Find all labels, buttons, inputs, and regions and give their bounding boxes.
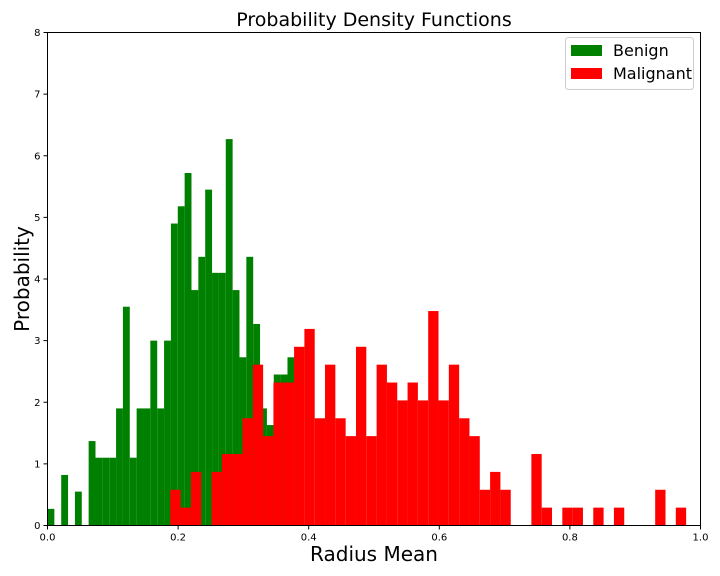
malignant-bar xyxy=(232,454,243,526)
malignant-bar xyxy=(428,311,439,526)
malignant-bar xyxy=(221,454,233,526)
plot-area-bars xyxy=(47,139,687,526)
y-tick-label: 3 xyxy=(34,336,40,347)
benign-bar xyxy=(246,256,254,526)
malignant-bar xyxy=(572,507,583,526)
x-tick-label: 0.4 xyxy=(301,533,317,544)
x-tick-label: 1.0 xyxy=(693,533,709,544)
benign-bar xyxy=(61,474,69,526)
malignant-bar xyxy=(438,400,449,526)
malignant-bar xyxy=(325,364,336,526)
benign-bar xyxy=(143,408,151,526)
x-tick-label: 0.6 xyxy=(431,533,447,544)
x-tick-label: 0.8 xyxy=(562,533,578,544)
benign-bar xyxy=(150,340,158,526)
benign-bar xyxy=(95,457,103,526)
malignant-bar xyxy=(345,436,356,526)
malignant-bar xyxy=(170,489,181,526)
chart-title: Probability Density Functions xyxy=(236,9,511,31)
legend-swatch-benign xyxy=(571,45,602,56)
malignant-bar xyxy=(314,418,326,526)
legend-label-malignant: Malignant xyxy=(613,64,692,83)
benign-bar xyxy=(136,408,144,526)
malignant-bar xyxy=(190,471,202,526)
malignant-bar xyxy=(500,489,511,526)
benign-bar xyxy=(122,306,130,526)
malignant-bar xyxy=(263,436,274,526)
benign-bar xyxy=(218,272,226,526)
malignant-bar xyxy=(490,471,501,526)
malignant-bar xyxy=(180,507,191,526)
malignant-bar xyxy=(479,489,491,526)
x-axis-ticks: 0.0 0.2 0.4 0.6 0.8 1.0 xyxy=(40,525,709,544)
benign-bar xyxy=(157,408,165,526)
malignant-bar xyxy=(593,507,604,526)
y-tick-label: 1 xyxy=(34,459,40,470)
malignant-bar xyxy=(355,346,367,526)
malignant-bar xyxy=(407,382,418,526)
benign-bar xyxy=(47,508,55,526)
benign-bar xyxy=(212,272,219,526)
malignant-bar xyxy=(283,382,295,526)
malignant-bar xyxy=(417,400,429,526)
malignant-bar xyxy=(294,346,305,526)
benign-bar xyxy=(88,441,96,526)
benign-bar xyxy=(102,457,110,526)
y-tick-label: 7 xyxy=(34,90,40,101)
y-axis-label: Probability xyxy=(10,226,34,332)
benign-bar xyxy=(232,290,240,526)
malignant-bar xyxy=(376,364,387,526)
malignant-bar xyxy=(469,436,480,526)
legend-swatch-malignant xyxy=(571,68,602,79)
benign-bar xyxy=(191,290,199,526)
malignant-bar xyxy=(541,507,553,526)
benign-bar xyxy=(170,223,178,526)
malignant-bar xyxy=(448,364,460,526)
benign-bar xyxy=(129,457,137,526)
y-tick-label: 6 xyxy=(34,151,40,162)
benign-bar xyxy=(177,206,185,526)
y-tick-label: 8 xyxy=(34,28,40,39)
legend-label-benign: Benign xyxy=(613,41,669,60)
y-tick-label: 4 xyxy=(34,275,40,286)
malignant-bar xyxy=(397,400,408,526)
benign-bar xyxy=(164,340,171,526)
malignant-bar xyxy=(675,507,687,526)
malignant-bar xyxy=(655,489,666,526)
benign-bar xyxy=(225,139,233,526)
malignant-bar xyxy=(252,364,264,526)
y-tick-label: 2 xyxy=(34,398,40,409)
malignant-bar xyxy=(242,418,253,526)
x-tick-label: 0.0 xyxy=(40,533,56,544)
y-tick-label: 0 xyxy=(34,521,40,532)
malignant-bar xyxy=(366,436,377,526)
benign-bar xyxy=(205,189,213,526)
x-tick-label: 0.2 xyxy=(170,533,186,544)
y-axis-ticks: 0 1 2 3 4 5 6 7 8 xyxy=(34,28,48,532)
x-axis-label: Radius Mean xyxy=(310,542,438,566)
malignant-bar xyxy=(335,418,346,526)
benign-bar xyxy=(109,457,117,526)
malignant-bar xyxy=(273,382,284,526)
malignant-bar xyxy=(613,507,625,526)
malignant-bar xyxy=(562,507,573,526)
legend: Benign Malignant xyxy=(565,37,694,90)
benign-bar xyxy=(184,173,192,526)
malignant-bar xyxy=(211,471,222,526)
benign-bar xyxy=(74,491,82,526)
y-tick-label: 5 xyxy=(34,213,40,224)
malignant-bar xyxy=(459,418,470,526)
benign-bar xyxy=(198,256,206,526)
malignant-bar xyxy=(386,382,398,526)
benign-bar xyxy=(116,408,123,526)
malignant-bar xyxy=(531,454,542,526)
malignant-bar xyxy=(304,328,315,526)
